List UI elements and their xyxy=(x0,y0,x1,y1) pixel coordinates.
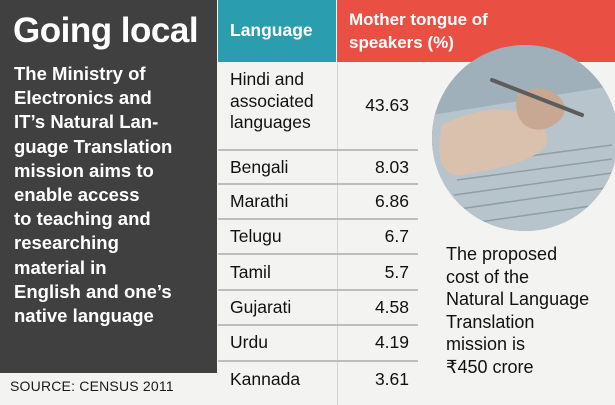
table-row: Kannada 3.61 xyxy=(218,362,418,402)
row-language: Telugu xyxy=(230,226,282,246)
column-divider xyxy=(337,62,338,405)
info-panel: Going local The Ministry of Electronics … xyxy=(0,0,217,373)
panel-title: Going local xyxy=(13,11,199,50)
table-row: Bengali 8.03 xyxy=(218,151,418,185)
writing-hand-photo xyxy=(432,45,615,231)
row-language: Kannada xyxy=(230,369,301,389)
row-language: Urdu xyxy=(230,332,268,352)
row-language: Tamil xyxy=(230,262,271,282)
row-language: Marathi xyxy=(230,191,289,211)
language-header-label: Language xyxy=(230,20,313,40)
row-value: 4.19 xyxy=(374,332,409,352)
language-header: Language xyxy=(218,0,336,62)
row-value: 43.63 xyxy=(365,95,409,115)
table-row: Tamil 5.7 xyxy=(218,255,418,291)
row-value: 8.03 xyxy=(374,157,409,177)
table-row: Marathi 6.86 xyxy=(218,185,418,220)
row-value: 4.58 xyxy=(374,297,409,317)
table-row: Hindi and associated languages 43.63 xyxy=(218,62,418,151)
row-language: Gujarati xyxy=(230,297,292,317)
cost-caption: The proposed cost of the Natural Languag… xyxy=(446,244,590,377)
row-value: 6.7 xyxy=(384,226,409,246)
row-value: 5.7 xyxy=(384,262,409,282)
value-header-label: Mother tongue of speakers (%) xyxy=(349,10,488,52)
value-header: Mother tongue of speakers (%) xyxy=(337,0,615,62)
panel-description: The Ministry of Electronics and IT’s Nat… xyxy=(14,63,173,327)
table-row: Telugu 6.7 xyxy=(218,220,418,255)
row-value: 3.61 xyxy=(374,369,409,389)
table-row: Gujarati 4.58 xyxy=(218,291,418,326)
source-note: SOURCE: CENSUS 2011 xyxy=(10,378,174,394)
row-language: Bengali xyxy=(230,157,289,177)
row-language: Hindi and associated languages xyxy=(230,69,314,132)
row-value: 6.86 xyxy=(374,191,409,211)
table-row: Urdu 4.19 xyxy=(218,326,418,362)
